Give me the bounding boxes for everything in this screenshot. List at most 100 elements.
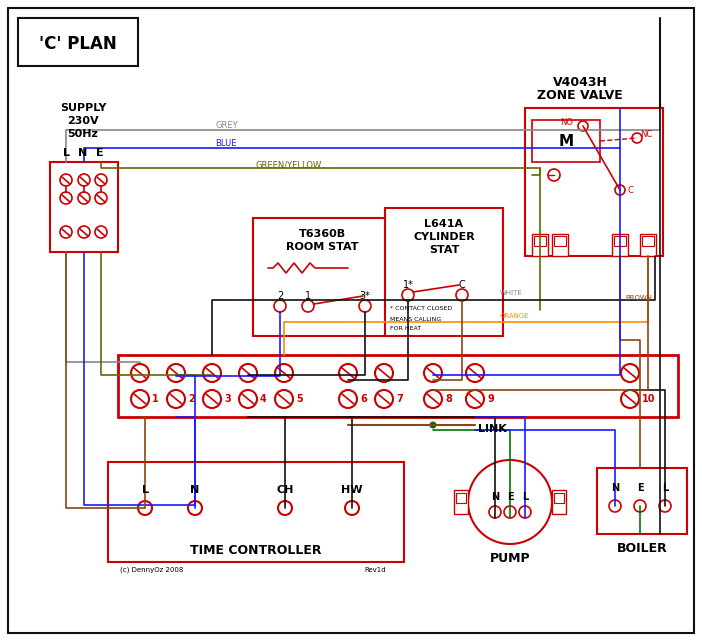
Circle shape (78, 192, 90, 204)
Text: FOR HEAT: FOR HEAT (390, 326, 421, 331)
Circle shape (430, 422, 437, 428)
Text: 7: 7 (396, 394, 403, 404)
Bar (552, 234, 568, 256)
Bar (642, 236, 654, 246)
Circle shape (203, 390, 221, 408)
Text: CH: CH (277, 485, 293, 495)
Text: T6360B: T6360B (298, 229, 345, 239)
Text: V4043H: V4043H (552, 76, 607, 88)
Bar (532, 120, 600, 162)
Circle shape (60, 226, 72, 238)
Text: L: L (142, 485, 149, 495)
Text: 1: 1 (152, 394, 159, 404)
Text: SUPPLY: SUPPLY (60, 103, 106, 113)
Circle shape (468, 460, 552, 544)
Text: NO: NO (560, 117, 573, 126)
Circle shape (188, 501, 202, 515)
Circle shape (239, 390, 257, 408)
Circle shape (167, 390, 185, 408)
Text: L: L (62, 148, 69, 158)
Circle shape (78, 174, 90, 186)
Bar (640, 234, 656, 256)
Circle shape (339, 390, 357, 408)
Bar (612, 234, 628, 256)
Circle shape (275, 364, 293, 382)
Bar (456, 493, 466, 503)
Circle shape (659, 500, 671, 512)
Text: 'C' PLAN: 'C' PLAN (39, 35, 117, 53)
Circle shape (548, 169, 560, 181)
Text: BROWN: BROWN (625, 295, 652, 301)
Circle shape (278, 501, 292, 515)
Text: MEANS CALLING: MEANS CALLING (390, 317, 442, 322)
Text: NC: NC (640, 129, 652, 138)
Bar (554, 236, 566, 246)
Text: 1: 1 (305, 291, 311, 301)
Text: N: N (79, 148, 88, 158)
Text: N: N (491, 492, 499, 502)
Text: STAT: STAT (429, 245, 459, 255)
Text: BOILER: BOILER (616, 542, 668, 554)
Text: E: E (507, 492, 513, 502)
Circle shape (424, 364, 442, 382)
Circle shape (203, 364, 221, 382)
Text: C: C (628, 185, 634, 194)
Text: TIME CONTROLLER: TIME CONTROLLER (190, 544, 322, 556)
Bar (554, 493, 564, 503)
Text: 8: 8 (445, 394, 452, 404)
Text: GREEN/YELLOW: GREEN/YELLOW (255, 160, 322, 169)
Bar (552, 490, 566, 514)
Circle shape (345, 501, 359, 515)
Text: PUMP: PUMP (490, 551, 530, 565)
Bar (454, 490, 468, 514)
Text: 50Hz: 50Hz (67, 129, 98, 139)
Circle shape (95, 174, 107, 186)
Circle shape (621, 364, 639, 382)
Text: N: N (611, 483, 619, 493)
Circle shape (302, 300, 314, 312)
Text: 9: 9 (487, 394, 494, 404)
Text: L641A: L641A (425, 219, 463, 229)
Circle shape (466, 390, 484, 408)
Text: 3*: 3* (359, 291, 371, 301)
Circle shape (424, 390, 442, 408)
Circle shape (634, 500, 646, 512)
Circle shape (615, 185, 625, 195)
Text: BLUE: BLUE (215, 138, 237, 147)
Circle shape (632, 133, 642, 143)
Circle shape (95, 192, 107, 204)
Text: * CONTACT CLOSED: * CONTACT CLOSED (390, 306, 452, 310)
Text: LINK: LINK (477, 424, 506, 434)
Circle shape (60, 192, 72, 204)
Circle shape (504, 506, 516, 518)
Text: L: L (662, 483, 668, 493)
Text: 3: 3 (224, 394, 231, 404)
Text: M: M (558, 133, 574, 149)
Text: E: E (96, 148, 104, 158)
Bar (532, 234, 548, 256)
Text: GREY: GREY (215, 121, 237, 129)
Text: 2: 2 (277, 291, 283, 301)
Circle shape (167, 364, 185, 382)
Bar (118, 355, 678, 417)
Text: Rev1d: Rev1d (364, 567, 385, 573)
Text: 6: 6 (360, 394, 366, 404)
Bar (108, 462, 404, 562)
Text: 5: 5 (296, 394, 303, 404)
Bar (385, 208, 503, 336)
Text: 4: 4 (260, 394, 267, 404)
Text: HW: HW (341, 485, 363, 495)
Circle shape (138, 501, 152, 515)
Bar (534, 236, 546, 246)
Circle shape (78, 226, 90, 238)
Bar (525, 108, 663, 256)
Circle shape (621, 390, 639, 408)
Circle shape (131, 390, 149, 408)
Text: WHITE: WHITE (500, 290, 523, 296)
Text: N: N (190, 485, 199, 495)
Text: CYLINDER: CYLINDER (413, 232, 475, 242)
Circle shape (466, 364, 484, 382)
Circle shape (609, 500, 621, 512)
Circle shape (375, 390, 393, 408)
Circle shape (95, 226, 107, 238)
